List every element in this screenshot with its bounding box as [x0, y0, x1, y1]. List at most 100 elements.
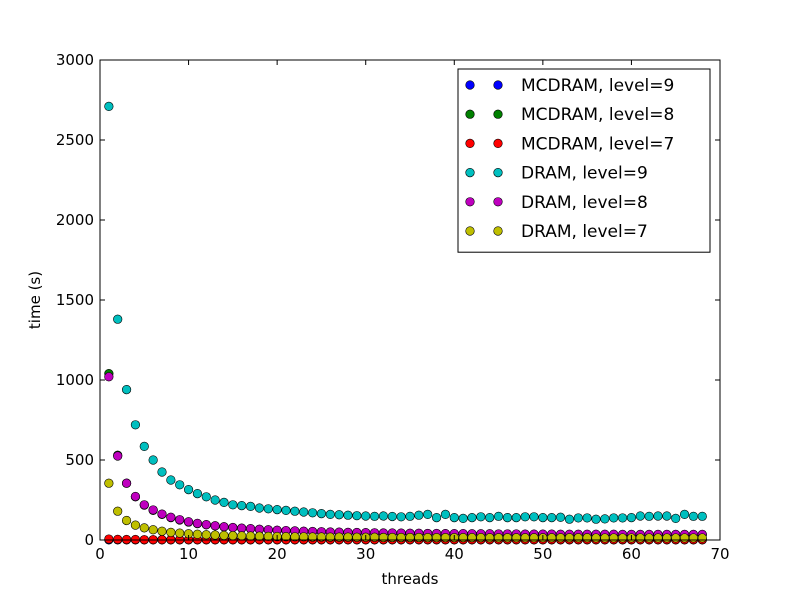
- data-point-series-3: [502, 512, 513, 523]
- data-point-series-4: [192, 518, 203, 528]
- data-point-series-5: [520, 533, 530, 543]
- data-point-series-3: [414, 510, 424, 520]
- legend-label: DRAM, level=8: [521, 193, 648, 213]
- legend-box: [457, 68, 711, 253]
- data-point-series-5: [245, 531, 256, 541]
- data-point-series-3: [316, 508, 327, 519]
- data-point-series-3: [529, 512, 539, 522]
- data-point-series-3: [626, 512, 637, 523]
- data-point-series-5: [564, 533, 575, 543]
- data-point-series-5: [600, 533, 610, 543]
- data-point-series-3: [653, 511, 663, 521]
- data-point-series-3: [644, 511, 654, 521]
- legend-marker: [493, 80, 503, 90]
- data-point-series-5: [467, 532, 477, 543]
- data-point-series-3: [192, 489, 203, 499]
- data-point-series-4: [139, 500, 149, 510]
- data-point-series-3: [476, 512, 486, 522]
- data-point-series-5: [263, 531, 273, 541]
- data-point-series-5: [219, 530, 229, 540]
- data-point-series-3: [307, 508, 318, 518]
- legend-label: MCDRAM, level=9: [521, 76, 674, 96]
- x-tick-label: 60: [622, 545, 641, 563]
- data-point-series-3: [175, 480, 185, 490]
- data-point-series-3: [369, 511, 380, 521]
- data-point-series-4: [104, 372, 114, 382]
- data-point-series-4: [237, 523, 247, 533]
- data-point-series-3: [237, 501, 247, 511]
- data-point-series-5: [121, 515, 132, 526]
- data-point-series-5: [511, 533, 521, 543]
- data-point-series-4: [121, 478, 132, 488]
- data-point-series-4: [113, 451, 123, 461]
- data-point-series-3: [697, 511, 707, 521]
- data-point-series-3: [113, 314, 123, 324]
- legend-marker: [465, 197, 475, 207]
- data-point-series-5: [113, 506, 123, 516]
- data-point-series-3: [378, 511, 389, 521]
- data-point-series-5: [157, 526, 167, 536]
- data-point-series-5: [166, 527, 176, 537]
- data-point-series-3: [157, 467, 167, 477]
- data-point-series-5: [644, 533, 654, 543]
- data-point-series-5: [617, 533, 628, 543]
- x-tick-label: 20: [268, 545, 287, 563]
- data-point-series-3: [538, 512, 548, 523]
- data-point-series-5: [697, 533, 707, 543]
- data-point-series-5: [104, 478, 114, 488]
- legend-marker: [493, 168, 503, 178]
- data-point-series-5: [635, 533, 645, 543]
- data-point-series-3: [104, 101, 114, 111]
- data-point-series-3: [325, 509, 335, 520]
- data-point-series-3: [228, 500, 238, 510]
- data-point-series-3: [148, 455, 158, 465]
- data-point-series-3: [299, 507, 309, 517]
- data-point-series-5: [228, 531, 238, 541]
- data-point-series-4: [201, 520, 211, 530]
- plot-frame: [99, 59, 721, 541]
- legend-label: MCDRAM, level=7: [521, 134, 674, 154]
- data-point-series-3: [679, 509, 690, 520]
- data-point-series-3: [467, 512, 477, 523]
- data-point-series-5: [662, 533, 672, 543]
- x-tick-label: 50: [533, 545, 552, 563]
- data-point-series-3: [431, 512, 442, 523]
- data-point-series-5: [485, 533, 495, 543]
- y-tick-label: 0: [84, 531, 94, 549]
- data-point-series-3: [254, 503, 265, 513]
- data-point-series-3: [272, 505, 282, 515]
- data-point-series-5: [609, 533, 619, 543]
- legend-marker: [493, 109, 503, 119]
- axis-ticks: 0 10 20 30 40 50 60 70 0 500 1000 1500 2000 2500 3000: [56, 51, 730, 563]
- data-point-series-5: [237, 531, 247, 541]
- data-point-series-5: [192, 529, 203, 539]
- x-tick-label: 30: [356, 545, 375, 563]
- data-point-series-4: [228, 522, 238, 533]
- legend-marker: [465, 80, 475, 90]
- data-point-series-3: [263, 504, 273, 514]
- data-point-series-3: [609, 513, 619, 523]
- data-point-series-3: [139, 441, 149, 452]
- data-point-series-3: [573, 513, 583, 523]
- data-point-series-3: [671, 513, 681, 524]
- data-point-series-3: [361, 511, 371, 521]
- data-point-series-5: [148, 525, 158, 535]
- data-point-series-3: [511, 512, 521, 523]
- data-point-series-3: [290, 506, 300, 516]
- legend-label: DRAM, level=7: [521, 222, 648, 242]
- data-point-series-3: [617, 513, 628, 523]
- data-point-series-3: [449, 512, 459, 523]
- data-point-series-3: [547, 512, 557, 523]
- data-point-series-3: [688, 511, 699, 521]
- data-point-series-3: [130, 420, 141, 430]
- data-point-series-4: [219, 522, 229, 532]
- data-point-series-3: [662, 511, 672, 521]
- data-point-series-3: [600, 514, 610, 524]
- data-point-series-3: [201, 492, 211, 502]
- x-tick-label: 40: [445, 545, 464, 563]
- data-point-series-3: [183, 485, 194, 495]
- data-point-series-3: [219, 497, 229, 508]
- data-point-series-5: [201, 530, 211, 540]
- data-point-series-5: [688, 533, 699, 543]
